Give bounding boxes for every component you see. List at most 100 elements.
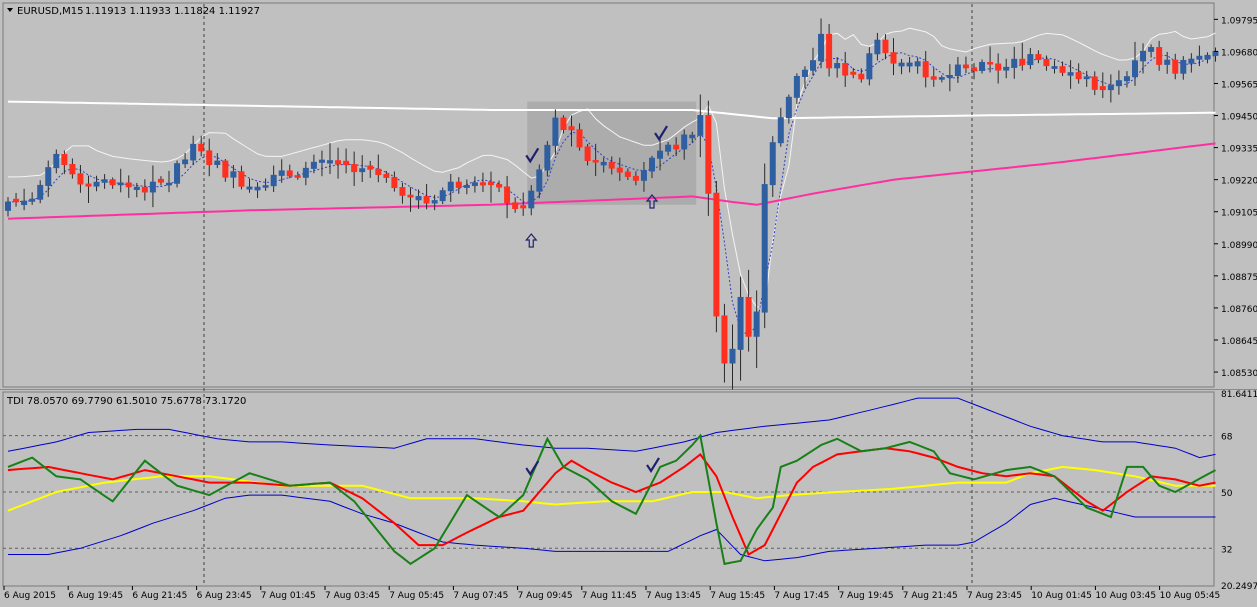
candle[interactable]: [592, 143, 599, 176]
candle[interactable]: [1107, 74, 1114, 103]
candle[interactable]: [616, 157, 623, 181]
candle[interactable]: [842, 51, 849, 87]
candle[interactable]: [649, 155, 655, 179]
candle[interactable]: [1011, 46, 1018, 79]
candle[interactable]: [230, 165, 237, 189]
candle[interactable]: [262, 178, 269, 191]
candle[interactable]: [1035, 50, 1042, 64]
candle[interactable]: [1083, 70, 1090, 87]
candle[interactable]: [1204, 52, 1211, 64]
candle[interactable]: [294, 171, 301, 180]
candle[interactable]: [769, 136, 776, 197]
candle[interactable]: [125, 175, 132, 198]
candle[interactable]: [1091, 71, 1098, 96]
candle[interactable]: [560, 115, 567, 134]
candle[interactable]: [1164, 51, 1171, 74]
candle[interactable]: [77, 165, 84, 193]
candle[interactable]: [512, 197, 519, 213]
candle[interactable]: [335, 147, 342, 179]
candle[interactable]: [1075, 63, 1082, 84]
candle[interactable]: [367, 160, 374, 178]
candle[interactable]: [407, 187, 414, 212]
price-panel[interactable]: [5, 18, 1219, 390]
candle[interactable]: [608, 156, 615, 175]
candle[interactable]: [930, 67, 937, 87]
candle[interactable]: [1067, 60, 1074, 89]
candle[interactable]: [455, 177, 462, 194]
candle[interactable]: [21, 188, 28, 211]
candle[interactable]: [874, 32, 881, 61]
candle[interactable]: [29, 192, 36, 205]
candle[interactable]: [109, 177, 116, 189]
candle[interactable]: [37, 180, 44, 204]
candle[interactable]: [222, 158, 229, 182]
candle[interactable]: [801, 66, 808, 88]
candle[interactable]: [117, 168, 124, 193]
candle[interactable]: [1172, 53, 1179, 80]
candle[interactable]: [697, 94, 704, 158]
candle[interactable]: [890, 38, 897, 76]
candle[interactable]: [721, 303, 728, 383]
indicator-panel[interactable]: [3, 397, 1216, 566]
candle[interactable]: [383, 171, 390, 183]
candle[interactable]: [182, 152, 189, 169]
candle[interactable]: [286, 164, 293, 179]
candle[interactable]: [149, 165, 156, 208]
candle[interactable]: [359, 155, 366, 182]
candle[interactable]: [85, 175, 92, 204]
candle[interactable]: [987, 46, 994, 73]
candle[interactable]: [971, 63, 977, 80]
candle[interactable]: [665, 142, 672, 156]
candle[interactable]: [818, 18, 825, 69]
candle[interactable]: [1059, 61, 1066, 77]
candle[interactable]: [1019, 42, 1026, 71]
candle[interactable]: [214, 153, 221, 169]
candle[interactable]: [737, 276, 744, 381]
candle[interactable]: [528, 185, 535, 216]
candle[interactable]: [866, 47, 873, 86]
candle[interactable]: [463, 179, 470, 195]
candle[interactable]: [624, 168, 631, 180]
candle[interactable]: [962, 56, 969, 74]
candle[interactable]: [238, 165, 245, 190]
candle[interactable]: [399, 182, 406, 204]
candle[interactable]: [793, 73, 800, 104]
candle[interactable]: [705, 100, 712, 216]
candle[interactable]: [850, 67, 857, 79]
candle[interactable]: [810, 47, 816, 76]
candle[interactable]: [318, 150, 325, 177]
candle[interactable]: [496, 180, 503, 193]
candle[interactable]: [157, 176, 164, 186]
candle[interactable]: [101, 174, 108, 189]
candle[interactable]: [576, 123, 583, 151]
candle[interactable]: [520, 192, 527, 216]
candle[interactable]: [174, 160, 181, 188]
candle[interactable]: [1140, 43, 1147, 74]
candle[interactable]: [190, 135, 197, 166]
candle[interactable]: [1043, 55, 1050, 71]
candle[interactable]: [946, 64, 953, 92]
candle[interactable]: [681, 129, 688, 160]
candle[interactable]: [471, 176, 478, 193]
candle[interactable]: [834, 57, 841, 78]
candle[interactable]: [1115, 70, 1122, 95]
candle[interactable]: [93, 175, 100, 192]
candle[interactable]: [206, 138, 213, 177]
candle[interactable]: [391, 171, 398, 192]
candle[interactable]: [310, 154, 317, 174]
candle[interactable]: [922, 51, 929, 88]
candle[interactable]: [302, 161, 309, 186]
candle[interactable]: [777, 107, 784, 147]
candle[interactable]: [753, 290, 760, 369]
candle[interactable]: [640, 161, 647, 192]
candle[interactable]: [1051, 60, 1058, 74]
candle[interactable]: [415, 189, 422, 209]
candle[interactable]: [761, 163, 768, 329]
candle[interactable]: [1099, 72, 1106, 99]
candle[interactable]: [914, 57, 921, 74]
candle[interactable]: [632, 171, 639, 186]
candle[interactable]: [689, 131, 696, 143]
candle[interactable]: [898, 59, 905, 75]
candle[interactable]: [343, 148, 350, 174]
candle[interactable]: [479, 172, 486, 193]
